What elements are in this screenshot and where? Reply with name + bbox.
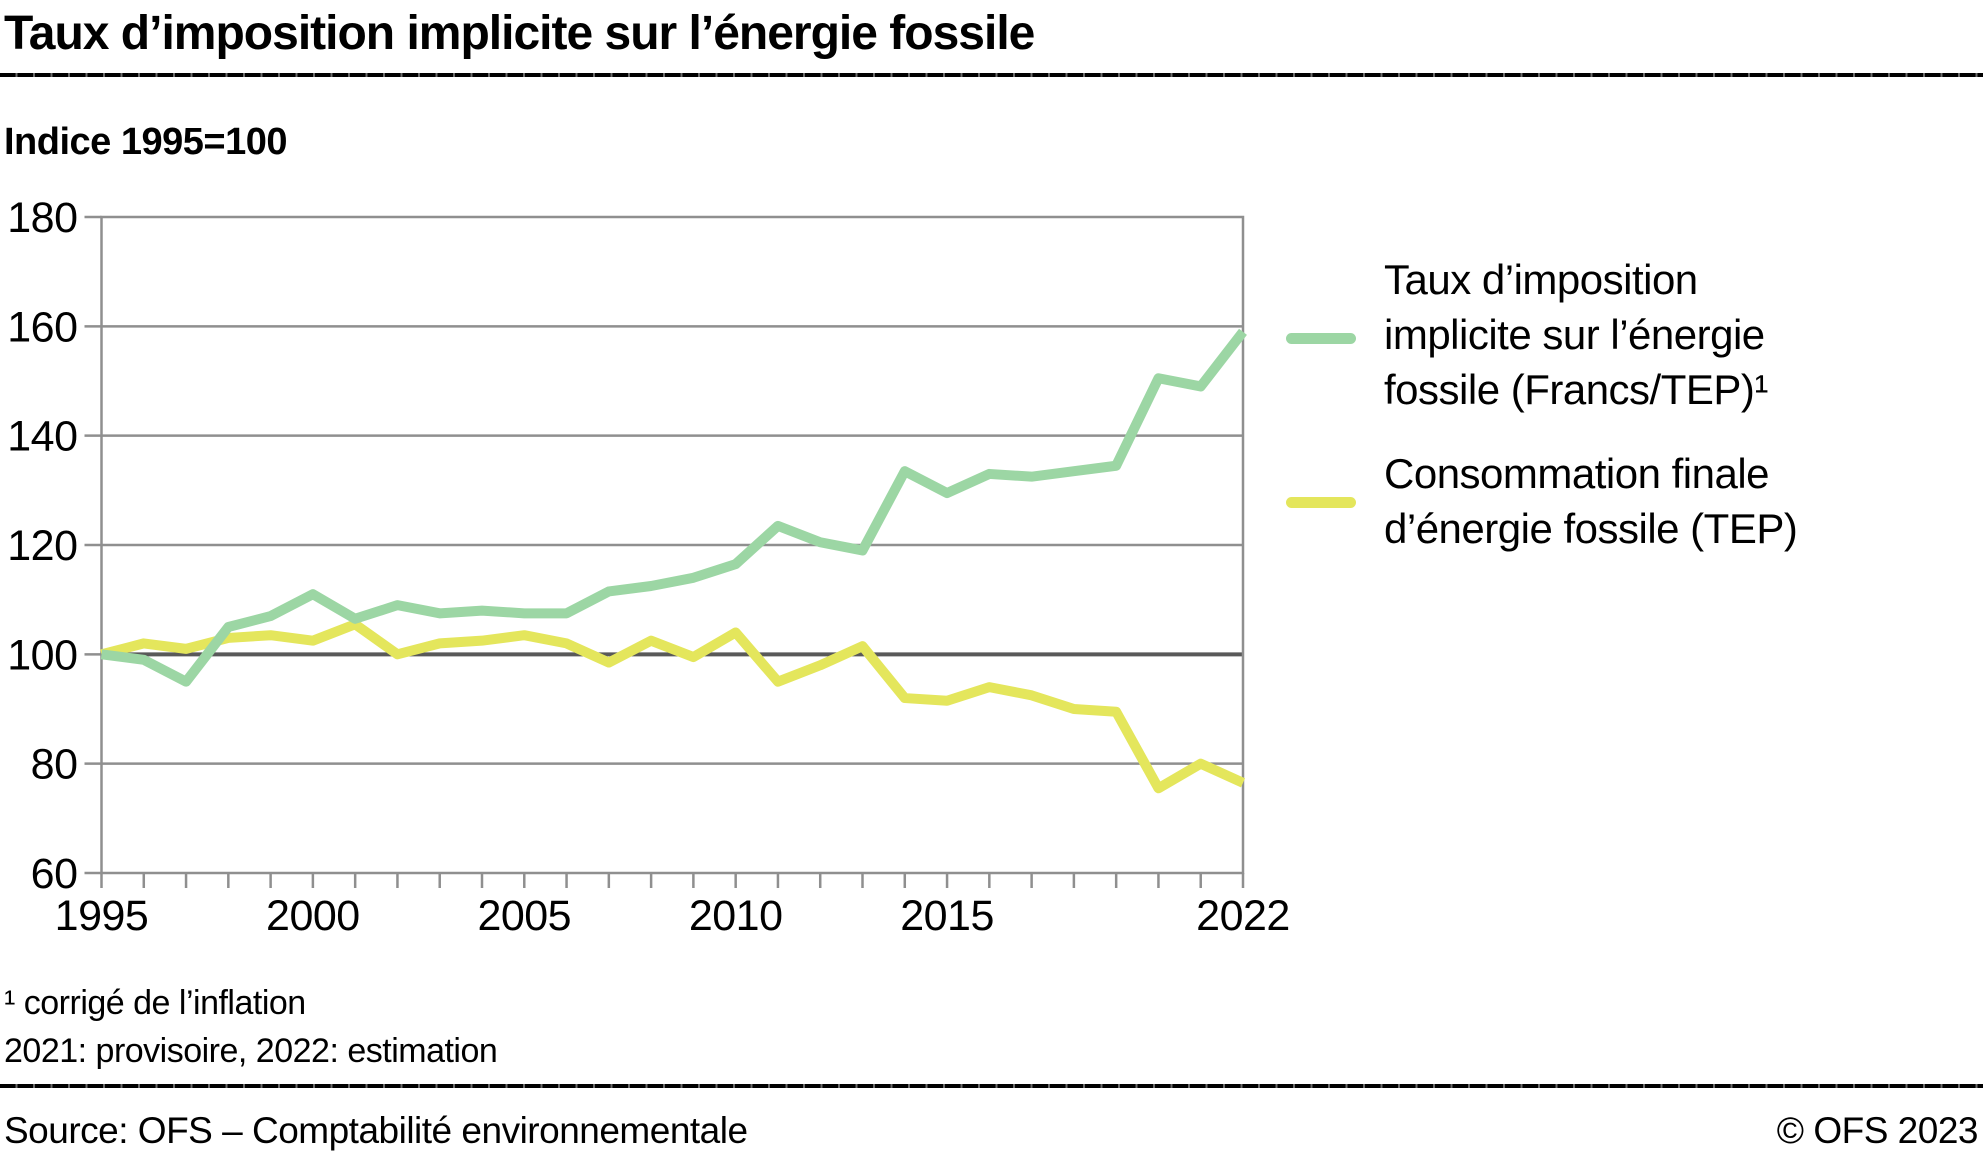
x-axis-ticks: [100, 873, 1245, 888]
page-title: Taux d’imposition implicite sur l’énergi…: [4, 7, 1035, 60]
svg-text:1995: 1995: [55, 892, 149, 940]
copyright-note: © OFS 2023: [1776, 1110, 1979, 1151]
footnote-provisional: 2021: provisoire, 2022: estimation: [4, 1032, 498, 1070]
gridlines: [101, 325, 1244, 765]
line-chart: 60 80 100 120 140 160 180 1995 2000 2005 2010 2015…: [7, 194, 1291, 940]
legend-label-consommation: Consommation finale d’énergie fossile (T…: [1384, 450, 1798, 552]
svg-text:2022: 2022: [1196, 892, 1290, 940]
svg-text:2010: 2010: [689, 892, 783, 940]
chart-subtitle-index: Indice 1995=100: [4, 121, 288, 163]
source-note: Source: OFS – Comptabilité environnement…: [4, 1110, 748, 1151]
svg-text:2000: 2000: [266, 892, 360, 940]
svg-text:140: 140: [7, 413, 77, 461]
svg-text:80: 80: [31, 741, 78, 789]
x-axis-labels: 1995 2000 2005 2010 2015 2022: [55, 892, 1291, 940]
footnote-inflation: ¹ corrigé de l’inflation: [4, 984, 306, 1022]
title-separator-line: [0, 73, 1983, 77]
svg-text:180: 180: [7, 194, 77, 242]
legend-line-swatch-consommation: [1286, 497, 1356, 508]
svg-text:100: 100: [7, 631, 77, 679]
legend-label-taux: Taux d’imposition implicite sur l’énergi…: [1384, 256, 1768, 413]
legend-line-swatch-taux: [1286, 333, 1356, 344]
svg-text:2005: 2005: [477, 892, 571, 940]
svg-text:160: 160: [7, 303, 77, 351]
svg-text:2015: 2015: [900, 892, 994, 940]
footer-separator-line: [0, 1084, 1983, 1088]
svg-text:120: 120: [7, 522, 77, 570]
y-axis-labels: 60 80 100 120 140 160 180: [7, 194, 78, 898]
plot-border: [100, 215, 1245, 875]
data-series-lines: [100, 328, 1247, 794]
y-axis-ticks: [84, 215, 102, 875]
svg-text:60: 60: [31, 850, 78, 898]
